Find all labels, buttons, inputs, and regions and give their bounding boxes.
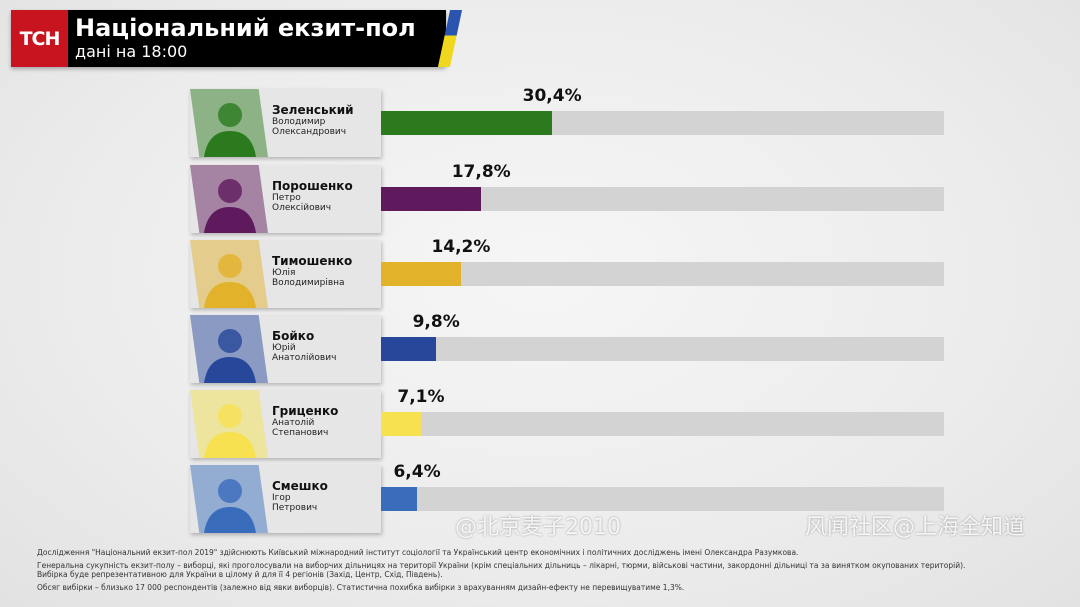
header-banner: ТСН Національний екзит-пол дані на 18:00 (11, 10, 463, 67)
tsn-logo: ТСН (11, 10, 68, 67)
candidate-first-name: Петро (272, 193, 301, 203)
candidate-row: Гриценко Анатолій Степанович 7,1% (0, 387, 1080, 458)
candidate-card: Порошенко Петро Олексійович (190, 165, 381, 233)
candidate-card: Тимошенко Юлія Володимирівна (190, 240, 381, 308)
data-label: 14,2% (431, 237, 491, 257)
candidate-patronymic: Степанович (272, 428, 329, 438)
bar (381, 111, 553, 135)
candidate-first-name: Анатолій (272, 418, 315, 428)
footer-note: Дослідження "Національний екзит-пол 2019… (37, 548, 799, 557)
candidate-surname: Смешко (272, 479, 328, 493)
bar-track (381, 337, 944, 361)
data-label: 7,1% (397, 387, 445, 407)
data-label: 17,8% (451, 162, 511, 182)
person-silhouette-icon (190, 89, 268, 157)
candidate-patronymic: Анатолійович (272, 353, 337, 363)
candidate-row: Бойко Юрій Анатолійович 9,8% (0, 312, 1080, 383)
data-label: 9,8% (412, 312, 460, 332)
candidate-photo (190, 240, 268, 308)
ukraine-flag-icon (437, 10, 463, 67)
person-silhouette-icon (190, 390, 268, 458)
bar-track (381, 111, 944, 135)
candidate-card: Гриценко Анатолій Степанович (190, 390, 381, 458)
candidate-card: Смешко Ігор Петрович (190, 465, 381, 533)
footer-note: Генеральна сукупність екзит-полу – вибор… (37, 561, 966, 570)
candidate-patronymic: Олексійович (272, 203, 332, 213)
data-label: 30,4% (522, 86, 582, 106)
candidate-surname: Гриценко (272, 404, 339, 418)
bar-track (381, 187, 944, 211)
candidate-photo (190, 315, 268, 383)
chart-subtitle: дані на 18:00 (75, 42, 188, 61)
candidate-patronymic: Олександрович (272, 127, 347, 137)
bar (381, 337, 437, 361)
watermark: @北京麦子2010 (455, 515, 621, 540)
candidate-first-name: Володимир (272, 117, 326, 127)
candidate-photo (190, 89, 268, 157)
candidate-row: Зеленський Володимир Олександрович 30,4% (0, 86, 1080, 157)
candidate-surname: Тимошенко (272, 254, 353, 268)
footer-notes: Дослідження "Національний екзит-пол 2019… (37, 548, 1057, 596)
watermark: 风闻社区@上海全知道 (805, 515, 1026, 540)
candidate-photo (190, 390, 268, 458)
chart-title: Національний екзит-пол (75, 14, 416, 42)
bar-track (381, 412, 944, 436)
candidate-patronymic: Володимирівна (272, 278, 345, 288)
person-silhouette-icon (190, 465, 268, 533)
candidate-row: Тимошенко Юлія Володимирівна 14,2% (0, 237, 1080, 308)
candidate-surname: Порошенко (272, 179, 353, 193)
bar-track (381, 262, 944, 286)
candidate-photo (190, 165, 268, 233)
bar-track (381, 487, 944, 511)
footer-note: Вибірка буде репрезентативною для Україн… (37, 570, 443, 579)
candidate-card: Зеленський Володимир Олександрович (190, 89, 381, 157)
data-label: 6,4% (393, 462, 441, 482)
candidate-card: Бойко Юрій Анатолійович (190, 315, 381, 383)
person-silhouette-icon (190, 315, 268, 383)
bar (381, 187, 482, 211)
candidate-patronymic: Петрович (272, 503, 318, 513)
person-silhouette-icon (190, 165, 268, 233)
candidate-surname: Бойко (272, 329, 315, 343)
candidate-first-name: Юлія (272, 268, 296, 278)
footer-note: Обсяг вибірки – близько 17 000 респонден… (37, 583, 685, 592)
bar (381, 412, 421, 436)
candidate-first-name: Юрій (272, 343, 296, 353)
candidate-first-name: Ігор (272, 493, 291, 503)
candidate-row: Порошенко Петро Олексійович 17,8% (0, 162, 1080, 233)
bar (381, 487, 418, 511)
candidate-photo (190, 465, 268, 533)
candidate-surname: Зеленський (272, 103, 354, 117)
bar (381, 262, 461, 286)
candidate-row: Смешко Ігор Петрович 6,4% (0, 462, 1080, 533)
person-silhouette-icon (190, 240, 268, 308)
